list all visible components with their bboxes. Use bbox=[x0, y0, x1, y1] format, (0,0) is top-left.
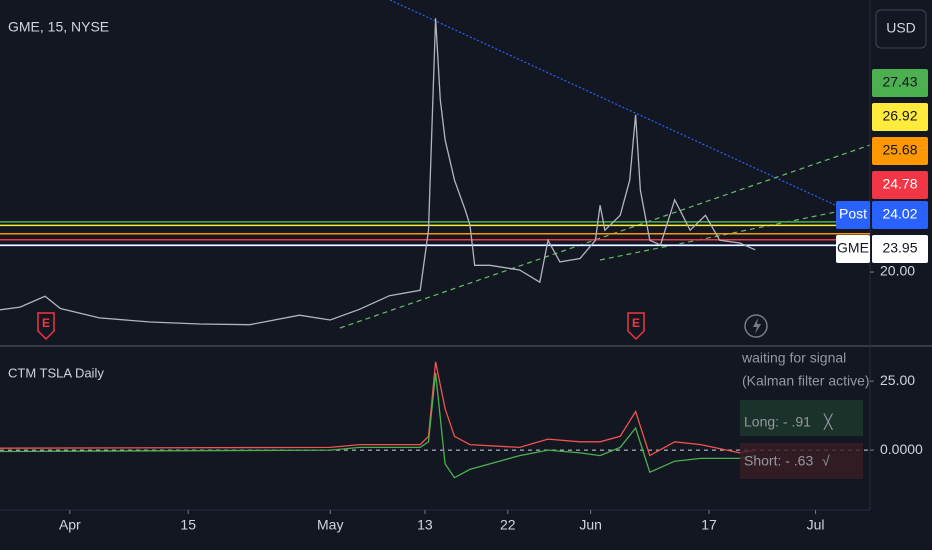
series-line bbox=[0, 361, 756, 457]
signal-status: waiting for signal bbox=[741, 350, 846, 366]
short-box bbox=[740, 443, 863, 479]
x-tick-label: 15 bbox=[180, 517, 196, 533]
x-tick-label: Jul bbox=[807, 517, 825, 533]
long-box bbox=[740, 400, 863, 436]
earnings-letter[interactable]: E bbox=[42, 316, 50, 330]
trend-line bbox=[599, 204, 871, 261]
price-tag-name: Post bbox=[839, 206, 867, 222]
series-line bbox=[0, 18, 756, 326]
x-tick-label: Apr bbox=[59, 517, 81, 533]
series-line bbox=[0, 372, 756, 479]
price-tag bbox=[872, 137, 928, 165]
dividend-icon-bolt bbox=[753, 318, 761, 334]
y-tick-label: 0.0000 bbox=[880, 441, 923, 457]
currency-label[interactable]: USD bbox=[886, 20, 916, 36]
long-mark: ╳ bbox=[823, 414, 834, 431]
price-tag-value: 23.95 bbox=[882, 240, 917, 256]
short-mark: √ bbox=[822, 453, 830, 469]
x-tick-label: Jun bbox=[579, 517, 602, 533]
trend-line bbox=[339, 144, 871, 329]
price-tag bbox=[872, 103, 928, 131]
price-tag bbox=[872, 171, 928, 199]
price-tag-value: 24.78 bbox=[882, 176, 917, 192]
price-tag-value: 25.68 bbox=[882, 142, 917, 158]
price-tag-name-box bbox=[836, 201, 870, 229]
price-tag-name: GME bbox=[837, 240, 869, 256]
price-tag-value: 27.43 bbox=[882, 74, 917, 90]
earnings-letter[interactable]: E bbox=[632, 316, 640, 330]
x-tick-label: 22 bbox=[500, 517, 516, 533]
x-tick-label: 17 bbox=[701, 517, 717, 533]
earnings-icon[interactable] bbox=[627, 312, 645, 341]
y-tick-label: 20.00 bbox=[880, 263, 915, 279]
price-tag bbox=[872, 69, 928, 97]
price-tag-name-box bbox=[836, 235, 870, 263]
price-tag bbox=[872, 201, 928, 229]
earnings-icon[interactable] bbox=[37, 312, 55, 341]
indicator-title: CTM TSLA Daily bbox=[8, 365, 104, 380]
price-tag bbox=[872, 235, 928, 263]
x-tick-label: May bbox=[317, 517, 343, 533]
currency-button[interactable] bbox=[875, 9, 927, 49]
long-label: Long: - .91 bbox=[744, 414, 811, 430]
symbol-title: GME, 15, NYSE bbox=[8, 19, 109, 35]
trend-line bbox=[389, 0, 836, 206]
signal-status: (Kalman filter active) bbox=[742, 373, 870, 389]
price-tag-value: 26.92 bbox=[882, 108, 917, 124]
price-tag-value: 24.02 bbox=[882, 206, 917, 222]
dividend-icon[interactable] bbox=[744, 314, 768, 338]
short-label: Short: - .63 bbox=[744, 453, 813, 469]
y-tick-label: 25.00 bbox=[880, 372, 915, 388]
x-tick-label: 13 bbox=[417, 517, 433, 533]
